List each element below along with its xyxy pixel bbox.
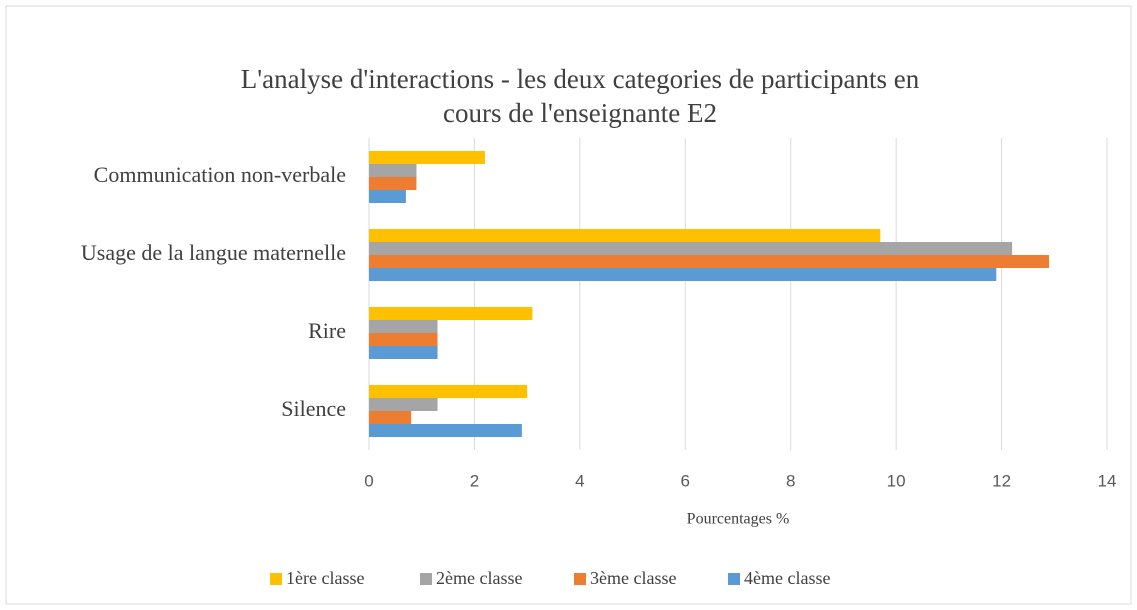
bar bbox=[369, 398, 438, 411]
legend-label: 1ère classe bbox=[286, 568, 364, 588]
chart-title: L'analyse d'interactions - les deux cate… bbox=[240, 64, 920, 128]
legend-swatch bbox=[420, 573, 432, 585]
x-axis-label: Pourcentages % bbox=[687, 511, 790, 528]
legend-swatch bbox=[728, 573, 740, 585]
bar bbox=[369, 411, 412, 424]
chart-border bbox=[5, 5, 1132, 605]
bar bbox=[369, 190, 406, 203]
y-tick-label: Communication non-verbale bbox=[94, 162, 346, 187]
bar bbox=[369, 151, 485, 164]
bar bbox=[369, 255, 1050, 268]
bar bbox=[369, 333, 438, 346]
x-tick-label: 6 bbox=[681, 471, 690, 490]
bar bbox=[369, 229, 881, 242]
x-tick-label: 10 bbox=[887, 471, 906, 490]
y-tick-label: Silence bbox=[281, 396, 346, 421]
bar bbox=[369, 307, 533, 320]
bar bbox=[369, 346, 438, 359]
legend-swatch bbox=[574, 573, 586, 585]
legend-label: 3ème classe bbox=[590, 568, 676, 588]
bar bbox=[369, 164, 417, 177]
legend-swatch bbox=[270, 573, 282, 585]
legend-label: 4ème classe bbox=[744, 568, 830, 588]
legend-label: 2ème classe bbox=[436, 568, 522, 588]
bar bbox=[369, 385, 528, 398]
bar bbox=[369, 424, 522, 437]
y-tick-label: Usage de la langue maternelle bbox=[81, 240, 346, 265]
y-tick-label: Rire bbox=[308, 318, 346, 343]
bar bbox=[369, 242, 1013, 255]
bar bbox=[369, 268, 997, 281]
x-tick-label: 4 bbox=[575, 471, 584, 490]
x-tick-label: 14 bbox=[1098, 471, 1117, 490]
x-tick-label: 8 bbox=[786, 471, 795, 490]
x-tick-label: 2 bbox=[470, 471, 479, 490]
bar bbox=[369, 177, 417, 190]
x-tick-label: 0 bbox=[364, 471, 373, 490]
bar bbox=[369, 320, 438, 333]
x-tick-label: 12 bbox=[992, 471, 1011, 490]
